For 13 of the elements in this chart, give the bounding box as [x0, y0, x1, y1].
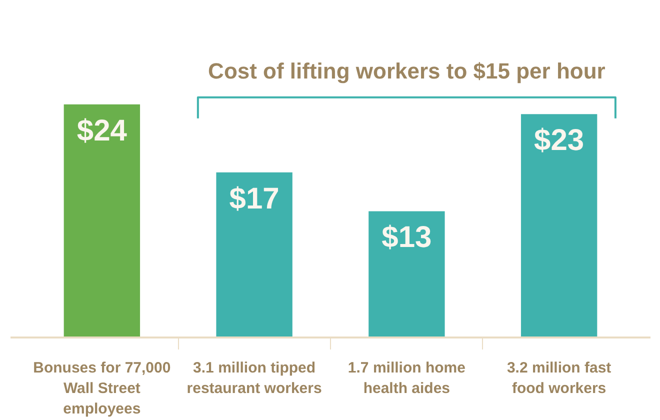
bar: [64, 104, 140, 338]
bar: [520, 114, 598, 338]
chart-title: Cost of lifting workers to $15 per hour: [208, 58, 606, 84]
data-label: $17: [229, 182, 280, 216]
x-tick-label: 1.7 million home health aides: [348, 360, 466, 397]
data-label: $24: [76, 114, 128, 148]
bar: [368, 211, 445, 338]
x-tick-label: 3.2 million fast food workers: [506, 360, 612, 397]
x-tick-label: Bonuses for 77,000 Wall Street employees: [33, 360, 171, 418]
data-label: $23: [534, 124, 584, 158]
bar: [216, 172, 292, 338]
data-label: $13: [382, 221, 432, 254]
x-tick-label: 3.1 million tipped restaurant workers: [186, 360, 322, 397]
